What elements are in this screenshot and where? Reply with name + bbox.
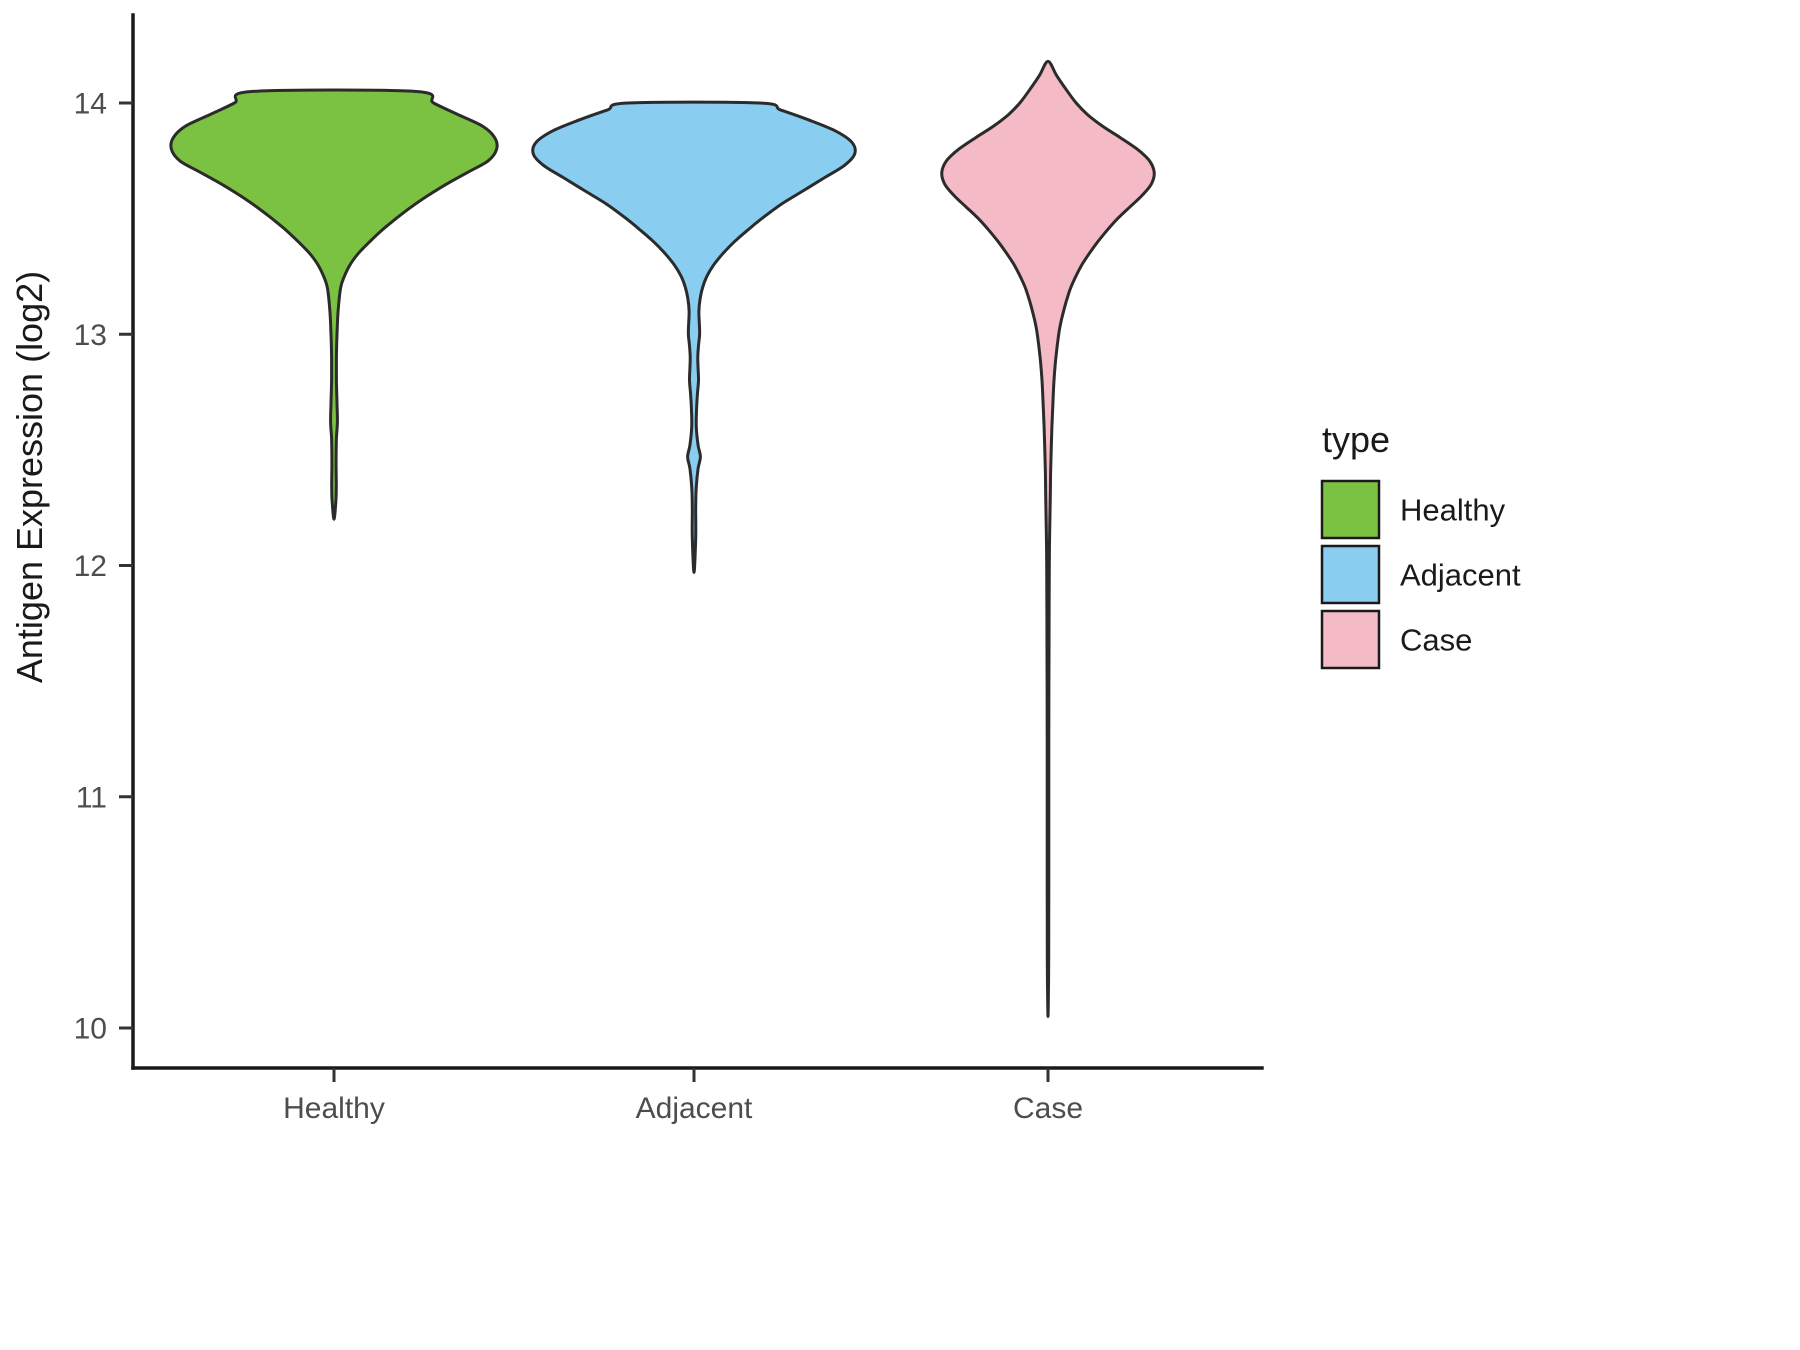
y-tick-label: 14 [74, 88, 107, 121]
axes: 10 11 12 13 14 Healthy Adjacent Case [74, 13, 1264, 1125]
violin-healthy [169, 88, 499, 521]
y-axis-title: Antigen Expression (log2) [9, 271, 50, 683]
legend-title: type [1322, 419, 1390, 460]
legend-key-case [1320, 609, 1381, 670]
violin-adjacent [531, 100, 857, 574]
violins [169, 59, 1156, 1018]
y-tick-label: 13 [74, 319, 107, 352]
x-tick-label-adjacent: Adjacent [636, 1092, 753, 1125]
legend: type Healthy Adjacent Case [1320, 419, 1521, 670]
violin-case [940, 59, 1156, 1018]
legend-label-adjacent: Adjacent [1400, 557, 1521, 592]
legend-label-healthy: Healthy [1400, 492, 1506, 527]
legend-label-case: Case [1400, 622, 1472, 657]
y-tick-label: 10 [74, 1013, 107, 1046]
legend-key-healthy [1320, 479, 1381, 540]
x-tick-label-healthy: Healthy [283, 1092, 385, 1125]
x-tick-label-case: Case [1013, 1092, 1083, 1125]
y-tick-label: 12 [74, 550, 107, 583]
y-tick-label: 11 [76, 781, 107, 814]
legend-key-adjacent [1320, 544, 1381, 605]
